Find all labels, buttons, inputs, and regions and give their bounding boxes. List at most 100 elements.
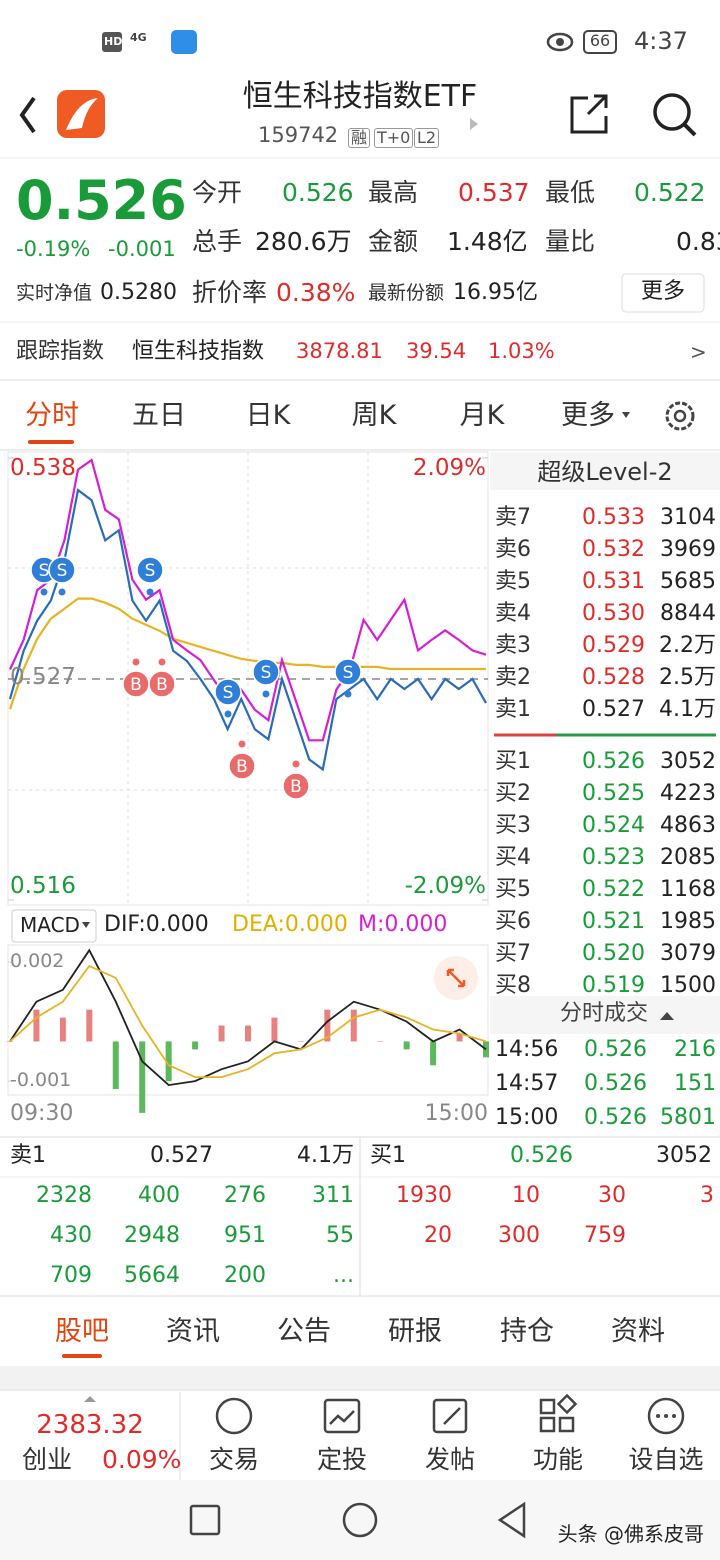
signal-label: B	[156, 675, 168, 695]
queue-order: 311	[312, 1182, 354, 1208]
watchlist-icon[interactable]	[647, 1397, 685, 1435]
signal-dot	[262, 690, 270, 698]
macd-bar	[324, 1009, 331, 1042]
ask-label: 卖6	[495, 536, 531, 562]
stat-label: 量比	[545, 227, 596, 257]
macd-bar	[192, 1041, 199, 1050]
toolbar-label[interactable]: 发帖	[424, 1445, 476, 1475]
signal-dot	[344, 690, 352, 698]
chart-tab[interactable]: 五日	[132, 400, 186, 432]
macd-tick-label: -0.001	[10, 1068, 72, 1091]
settings-icon[interactable]	[665, 401, 695, 431]
content-tab[interactable]: 资料	[611, 1316, 665, 1348]
page-title: 恒生科技指数ETF	[242, 78, 478, 114]
queue-order: 30	[598, 1182, 626, 1208]
bid-label: 买4	[495, 844, 531, 870]
signal-marker	[228, 752, 256, 780]
search-icon[interactable]	[653, 93, 691, 131]
toolbar-label[interactable]: 定投	[316, 1445, 368, 1475]
chart-tab[interactable]: 分时	[25, 400, 79, 432]
series-line	[8, 488, 487, 772]
trades-title[interactable]: 分时成交	[559, 1000, 649, 1026]
bid-label: 买2	[495, 780, 531, 806]
chart-tab[interactable]: 更多	[561, 400, 615, 432]
logo-mark	[66, 98, 98, 130]
bid-label: 买5	[495, 876, 531, 902]
chart-tab[interactable]: 月K	[459, 400, 505, 432]
bid-label: 买7	[495, 940, 531, 966]
signal-dot	[224, 710, 232, 718]
index-name: 创业	[22, 1445, 73, 1475]
change: -0.001	[108, 237, 176, 262]
signal-dot	[238, 740, 246, 748]
invest-icon[interactable]	[329, 1410, 355, 1425]
function-icon[interactable]	[556, 1393, 578, 1415]
queue-order: 55	[326, 1222, 354, 1248]
macd-bar	[403, 1041, 410, 1050]
trade-icon[interactable]	[215, 1397, 253, 1435]
watermark: 头条 @佛系皮哥	[557, 1522, 704, 1546]
bid-label: 买6	[495, 908, 531, 934]
function-icon[interactable]	[539, 1398, 556, 1415]
macd-bar	[7, 1041, 13, 1042]
ask-price: 0.527	[582, 696, 645, 722]
toolbar-label[interactable]: 交易	[208, 1445, 260, 1475]
eye-icon	[546, 32, 574, 52]
y-tick-label: 0.538	[10, 455, 76, 482]
content-tab[interactable]: 研报	[388, 1316, 442, 1348]
content-tab[interactable]: 资讯	[166, 1316, 220, 1348]
share-icon[interactable]	[570, 94, 608, 134]
tracking-arrow[interactable]: >	[690, 340, 707, 364]
recent-button[interactable]	[189, 1504, 221, 1536]
separator-band	[0, 1366, 720, 1390]
bid-volume: 2085	[660, 844, 716, 870]
content-tab[interactable]: 持仓	[500, 1316, 554, 1348]
queue-order: 709	[50, 1262, 92, 1288]
collapse-icon[interactable]	[84, 1396, 96, 1402]
ask-price: 0.529	[582, 632, 645, 658]
tracking-label: 跟踪指数	[16, 338, 105, 364]
chart-tab[interactable]: 周K	[351, 400, 397, 432]
toolbar-label[interactable]: 设自选	[628, 1445, 704, 1475]
dot	[656, 1414, 660, 1418]
content-tab[interactable]: 股吧	[55, 1316, 109, 1348]
toolbar-label[interactable]: 功能	[532, 1445, 584, 1475]
settings-icon[interactable]	[673, 409, 687, 423]
back-button[interactable]	[497, 1501, 526, 1539]
search-icon[interactable]	[682, 122, 697, 137]
indicator-legend: DIF:0.000	[104, 911, 209, 937]
bid-volume: 3052	[660, 748, 716, 774]
invest-icon[interactable]	[323, 1398, 361, 1434]
indicator-name[interactable]: MACD	[20, 913, 80, 937]
home-button[interactable]	[342, 1502, 378, 1538]
expand-icon[interactable]	[446, 968, 466, 988]
signal-marker	[282, 772, 310, 800]
more-button[interactable]: 更多	[640, 278, 686, 304]
content-tab[interactable]: 公告	[277, 1316, 331, 1348]
stat-label: 实时净值	[16, 281, 93, 304]
more-button[interactable]	[621, 273, 705, 313]
macd-bar	[139, 1041, 146, 1113]
dot	[672, 1414, 676, 1418]
function-icon[interactable]	[539, 1416, 556, 1433]
queue-order: 5664	[124, 1262, 180, 1288]
post-icon[interactable]	[443, 1407, 461, 1425]
dropdown-icon[interactable]	[470, 118, 478, 130]
function-icon[interactable]	[558, 1416, 575, 1433]
stat-value: 1.48亿	[447, 227, 528, 257]
signal-dot	[40, 588, 48, 596]
back-icon[interactable]	[19, 96, 36, 134]
stat-label: 金额	[368, 227, 419, 257]
macd-bar	[245, 1025, 251, 1042]
stat-value: 0.522	[634, 178, 706, 208]
bid-price: 0.523	[582, 844, 645, 870]
macd-bar	[165, 1041, 172, 1082]
post-icon[interactable]	[432, 1398, 468, 1434]
x-tick-label: 09:30	[10, 1100, 74, 1126]
chart-tab[interactable]: 日K	[245, 400, 291, 432]
index-value[interactable]: 2383.32	[36, 1409, 144, 1440]
queue-order: 430	[50, 1222, 92, 1248]
y-tick-label: 0.527	[10, 664, 76, 691]
indicator-select[interactable]	[11, 909, 97, 943]
dropdown-icon	[82, 922, 90, 928]
